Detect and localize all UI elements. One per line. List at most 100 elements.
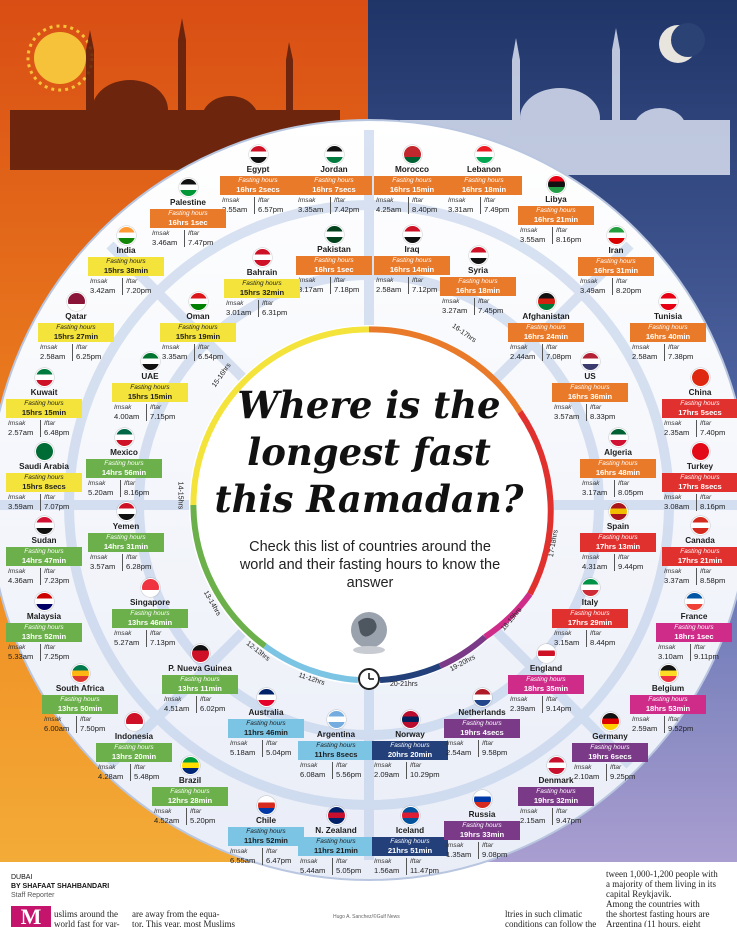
iftar-label: Iftar xyxy=(266,848,278,855)
imsak-block: Imsak 3.55am xyxy=(520,227,545,244)
divider xyxy=(332,858,333,875)
divider xyxy=(586,404,587,421)
fasting-hours-label: Fasting hours xyxy=(178,324,218,331)
iftar-time: 8.16pm xyxy=(124,488,150,497)
flag-icon xyxy=(537,292,556,311)
fasting-hours-value: 16hrs 48min xyxy=(595,468,641,477)
iftar-time: 6.48pm xyxy=(44,428,70,437)
iftar-block: Iftar 10.29pm xyxy=(410,762,440,779)
fasting-hours-label: Fasting hours xyxy=(106,534,146,541)
flag-icon xyxy=(581,578,600,597)
fasting-hours-value: 15hrs 15min xyxy=(21,408,67,417)
fasting-hours-value: 16hrs 21min xyxy=(533,215,579,224)
article-col1-line: world fast for var- xyxy=(54,919,120,927)
flag-icon xyxy=(117,502,136,521)
imsak-time: 3.37am xyxy=(664,576,690,585)
imsak-label: Imsak xyxy=(376,197,394,204)
divider xyxy=(542,696,543,713)
imsak-block: Imsak 6.55am xyxy=(230,848,255,865)
country-name: Egypt xyxy=(246,165,270,174)
iftar-block: Iftar 6.48pm xyxy=(44,420,69,437)
flag-icon xyxy=(125,712,144,731)
iftar-label: Iftar xyxy=(44,644,56,651)
iftar-time: 8.40pm xyxy=(412,205,438,214)
fasting-hours-value: 16hrs 18min xyxy=(461,185,507,194)
iftar-block: Iftar 7.38pm xyxy=(668,344,693,361)
iftar-label: Iftar xyxy=(76,344,88,351)
iftar-label: Iftar xyxy=(198,344,210,351)
iftar-time: 5.04pm xyxy=(266,748,292,757)
fasting-hours-label: Fasting hours xyxy=(390,742,430,749)
fasting-hours-value: 20hrs 20min xyxy=(387,750,433,759)
iftar-label: Iftar xyxy=(44,494,56,501)
divider xyxy=(542,344,543,361)
imsak-label: Imsak xyxy=(446,842,464,849)
iftar-time: 5.56pm xyxy=(336,770,362,779)
imsak-label: Imsak xyxy=(164,696,182,703)
fasting-hours-label: Fasting hours xyxy=(180,676,220,683)
iftar-label: Iftar xyxy=(124,480,136,487)
fasting-hours-box: Fasting hours 13hrs 50min xyxy=(42,695,118,714)
fasting-hours-value: 13hrs 52min xyxy=(21,632,67,641)
fasting-hours-box: Fasting hours 16hrs 1sec xyxy=(150,209,226,228)
iftar-time: 11.47pm xyxy=(410,866,439,875)
divider xyxy=(614,554,615,571)
fasting-hours-box: Fasting hours 15hrs 8secs xyxy=(6,473,82,492)
fasting-hours-label: Fasting hours xyxy=(314,177,354,184)
fasting-hours-box: Fasting hours 14hrs 47min xyxy=(6,547,82,566)
flag-icon xyxy=(607,226,626,245)
imsak-time: 3.10am xyxy=(658,652,684,661)
imsak-block: Imsak 3.31am xyxy=(448,197,473,214)
iftar-block: Iftar 7.47pm xyxy=(188,230,213,247)
ring-segment-11-13 xyxy=(263,643,359,683)
iftar-block: Iftar 9.08pm xyxy=(482,842,507,859)
imsak-time: 5.27am xyxy=(114,638,140,647)
imsak-label: Imsak xyxy=(658,644,676,651)
country-name: Syria xyxy=(467,266,489,275)
country-name: Jordan xyxy=(320,165,348,174)
fasting-hours-box: Fasting hours 15hrs 15min xyxy=(112,383,188,402)
outer-circle-edge xyxy=(0,119,737,881)
article-col1-line: uslims around the xyxy=(54,909,118,919)
iftar-time: 9.11pm xyxy=(694,652,719,661)
country-name: Indonesia xyxy=(114,732,154,741)
iftar-time: 7.08pm xyxy=(546,352,572,361)
iftar-time: 7.49pm xyxy=(484,205,510,214)
iftar-block: Iftar 7.12pm xyxy=(412,277,437,294)
country-name: Netherlands xyxy=(458,708,506,717)
fasting-hours-box: Fasting hours 13hrs 11min xyxy=(162,675,238,694)
imsak-block: Imsak 2.39am xyxy=(510,696,535,713)
iftar-label: Iftar xyxy=(336,858,348,865)
flag-icon xyxy=(475,145,494,164)
imsak-block: Imsak 4.51am xyxy=(164,696,189,713)
fasting-hours-box: Fasting hours 15hrs 38min xyxy=(88,257,164,276)
imsak-block: Imsak 3.57am xyxy=(554,404,579,421)
flag-icon xyxy=(691,516,710,535)
fasting-hours-label: Fasting hours xyxy=(680,400,720,407)
divider xyxy=(696,420,697,437)
fasting-hours-value: 17hrs 5secs xyxy=(678,408,722,417)
drop-cap: M xyxy=(11,906,51,927)
divider xyxy=(614,480,615,497)
fasting-hours-label: Fasting hours xyxy=(536,788,576,795)
iftar-block: Iftar 8.16pm xyxy=(556,227,581,244)
country-name: Malaysia xyxy=(26,612,62,621)
flag-icon xyxy=(325,225,344,244)
iftar-time: 8.58pm xyxy=(700,576,726,585)
iftar-label: Iftar xyxy=(482,740,494,747)
byline: DUBAI BY SHAFAAT SHAHBANDARI Staff Repor… xyxy=(11,873,131,900)
iftar-label: Iftar xyxy=(412,197,424,204)
iftar-time: 6.25pm xyxy=(76,352,102,361)
fasting-hours-label: Fasting hours xyxy=(130,610,170,617)
iftar-time: 5.05pm xyxy=(336,866,362,875)
iftar-label: Iftar xyxy=(258,197,270,204)
iftar-block: Iftar 8.44pm xyxy=(590,630,615,647)
fasting-hours-box: Fasting hours 16hrs 1sec xyxy=(296,256,372,275)
fasting-hours-value: 19hrs 4secs xyxy=(460,728,504,737)
iftar-block: Iftar 7.42pm xyxy=(334,197,359,214)
divider xyxy=(262,848,263,865)
imsak-label: Imsak xyxy=(90,278,108,285)
iftar-label: Iftar xyxy=(336,762,348,769)
iftar-time: 5.20pm xyxy=(190,816,216,825)
